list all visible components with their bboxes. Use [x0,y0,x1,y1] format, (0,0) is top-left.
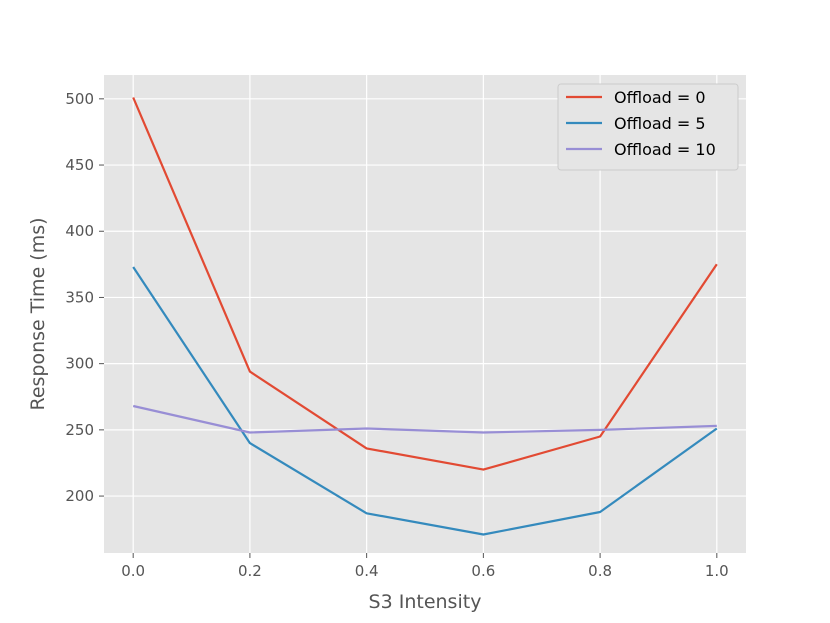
x-tick-label: 0.6 [471,562,495,580]
axis-ticks: 0.0 0.2 0.4 0.6 0.8 1.0 200 250 300 350 400 450 500 [65,90,728,580]
y-tick-label: 200 [65,487,94,505]
series-lines [132,97,718,536]
y-tick-label: 500 [65,90,94,108]
legend-box [557,83,739,171]
y-axis-title: Response Time (ms) [27,217,49,410]
y-tick-label: 450 [65,156,94,174]
series-line-2 [132,266,718,536]
y-tick-label: 250 [65,421,94,439]
series-line-3 [132,404,717,434]
x-tick-label: 0.0 [121,562,145,580]
x-tick-label: 0.4 [355,562,379,580]
x-axis-title: S3 Intensity [369,591,482,613]
x-tick-label: 0.2 [238,562,262,580]
legend-label-2: Offload = 5 [614,114,706,133]
x-tick-label: 0.8 [588,562,612,580]
legend: Offload = 0 Offload = 5 Offload = 10 [557,83,739,171]
y-tick-label: 300 [65,355,94,373]
y-tick-label: 350 [65,288,94,306]
grid-lines [104,75,746,553]
series-line-1 [132,97,718,471]
legend-label-3: Offload = 10 [614,140,716,159]
x-tick-label: 1.0 [705,562,729,580]
legend-label-1: Offload = 0 [614,88,706,107]
y-tick-label: 400 [65,222,94,240]
